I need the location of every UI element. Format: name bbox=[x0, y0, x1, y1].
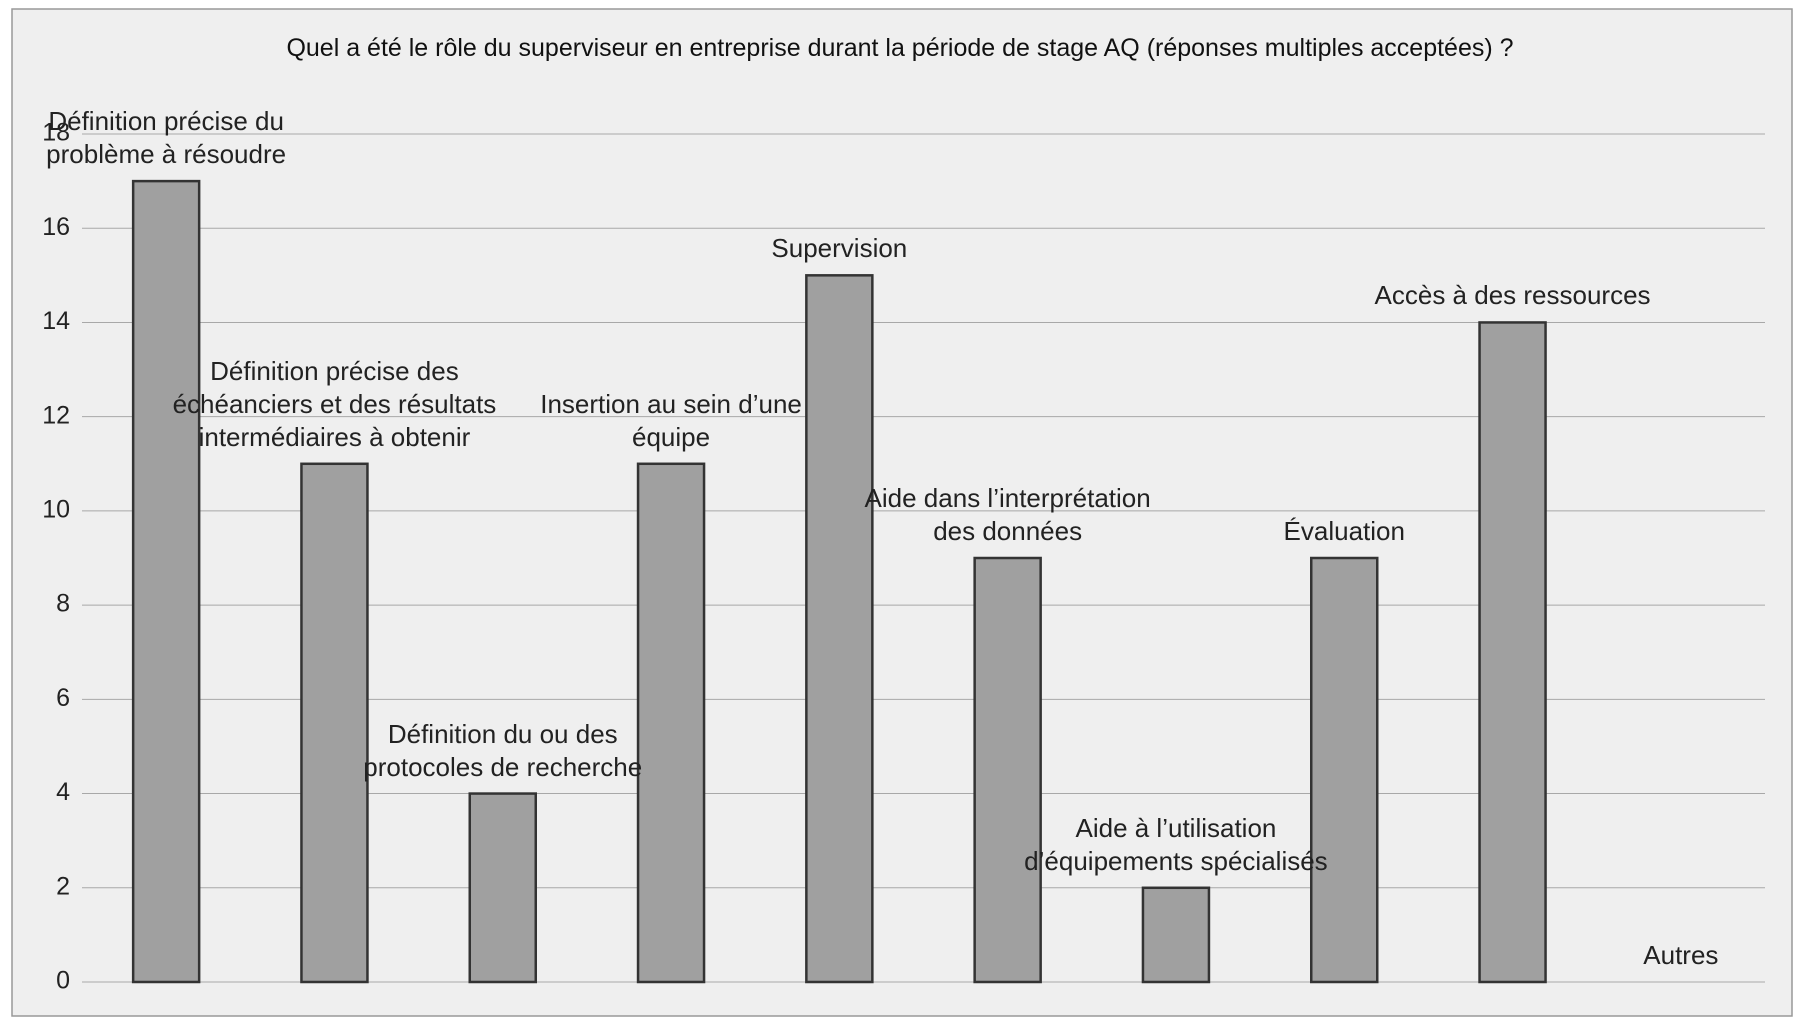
bar bbox=[636, 462, 706, 984]
bar bbox=[1310, 556, 1379, 984]
y-tick-label: 8 bbox=[56, 590, 70, 618]
bar bbox=[131, 179, 201, 984]
category-label: Définition précise du problème à résoudr… bbox=[46, 106, 287, 170]
y-tick-label: 0 bbox=[56, 967, 70, 995]
category-label: Autres bbox=[1643, 940, 1719, 970]
y-tick-label: 10 bbox=[42, 495, 70, 523]
y-tick-label: 18 bbox=[42, 119, 70, 147]
y-tick-label: 16 bbox=[42, 213, 70, 241]
y-tick-label: 12 bbox=[42, 401, 70, 429]
y-tick-label: 14 bbox=[42, 307, 70, 335]
category-label: Aide à l’utilisation d’équipements spéci… bbox=[1024, 812, 1328, 876]
y-tick-label: 4 bbox=[56, 778, 70, 806]
bar bbox=[973, 556, 1042, 984]
category-label: Aide dans l’interprétation des données bbox=[864, 483, 1151, 546]
category-label: Accès à des ressources bbox=[1374, 280, 1651, 311]
bar bbox=[468, 792, 537, 984]
y-tick-label: 2 bbox=[56, 872, 70, 900]
category-label: Insertion au sein d’une équipe bbox=[540, 388, 802, 452]
bar bbox=[1141, 886, 1211, 984]
bar bbox=[300, 462, 369, 984]
bar bbox=[1478, 321, 1547, 984]
category-label: Supervision bbox=[771, 233, 908, 264]
category-label: Définition du ou des protocoles de reche… bbox=[363, 718, 643, 782]
chart-title: Quel a été le rôle du superviseur en ent… bbox=[286, 34, 1514, 62]
category-label: Définition précise des échéanciers et de… bbox=[172, 355, 497, 452]
category-label: Évaluation bbox=[1283, 516, 1405, 546]
y-tick-label: 6 bbox=[56, 684, 70, 712]
bar bbox=[805, 274, 874, 984]
